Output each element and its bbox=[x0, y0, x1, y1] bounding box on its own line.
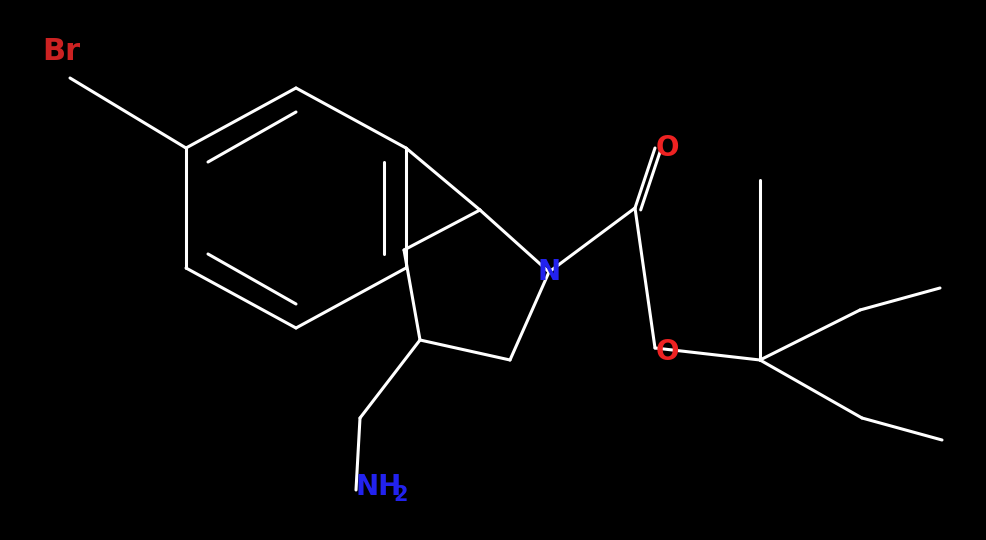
Text: 2: 2 bbox=[393, 485, 407, 505]
Text: N: N bbox=[537, 258, 561, 286]
Text: Br: Br bbox=[42, 37, 80, 66]
Text: NH: NH bbox=[355, 473, 401, 501]
Text: O: O bbox=[656, 134, 678, 162]
Text: O: O bbox=[656, 338, 678, 366]
